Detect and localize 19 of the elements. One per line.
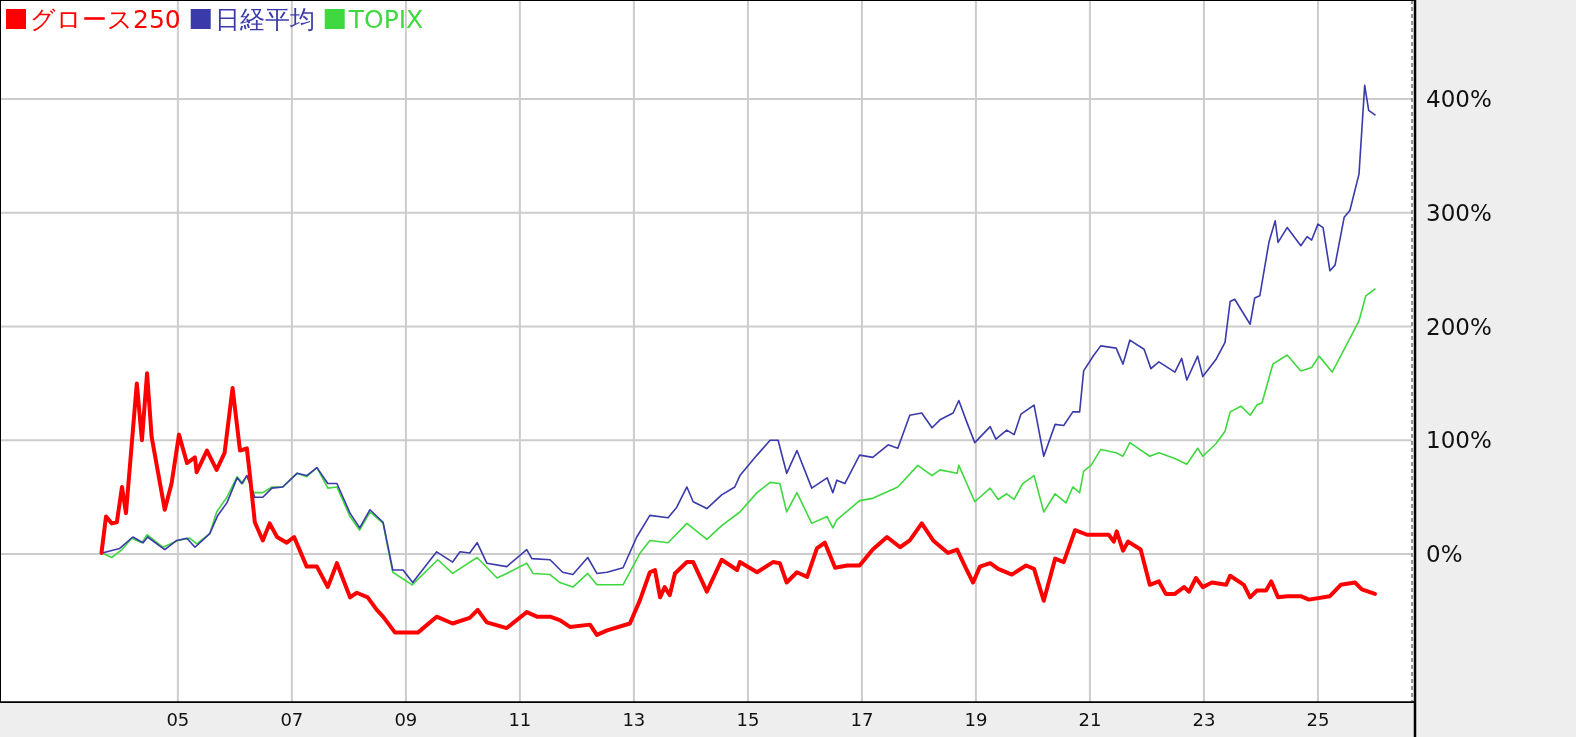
y-tick-label: 0% <box>1426 541 1463 568</box>
x-tick-label: 05 <box>166 709 190 730</box>
y-tick-label: 200% <box>1426 313 1492 340</box>
x-tick-label: 09 <box>394 709 418 730</box>
x-tick-label: 17 <box>850 709 874 730</box>
x-tick-label: 07 <box>280 709 304 730</box>
y-tick-label: 400% <box>1426 85 1492 112</box>
x-tick-label: 25 <box>1306 709 1330 730</box>
legend-label: グロース250 <box>30 5 181 34</box>
x-tick-label: 19 <box>964 709 988 730</box>
x-tick-label: 13 <box>622 709 646 730</box>
x-tick-label: 21 <box>1078 709 1102 730</box>
x-tick-label: 23 <box>1192 709 1216 730</box>
y-tick-label: 300% <box>1426 199 1492 226</box>
x-tick-label: 11 <box>508 709 532 730</box>
x-tick-label: 15 <box>736 709 760 730</box>
legend-label: TOPIX <box>347 5 424 34</box>
legend-label: 日経平均 <box>214 5 315 34</box>
y-tick-label: 100% <box>1426 427 1492 454</box>
